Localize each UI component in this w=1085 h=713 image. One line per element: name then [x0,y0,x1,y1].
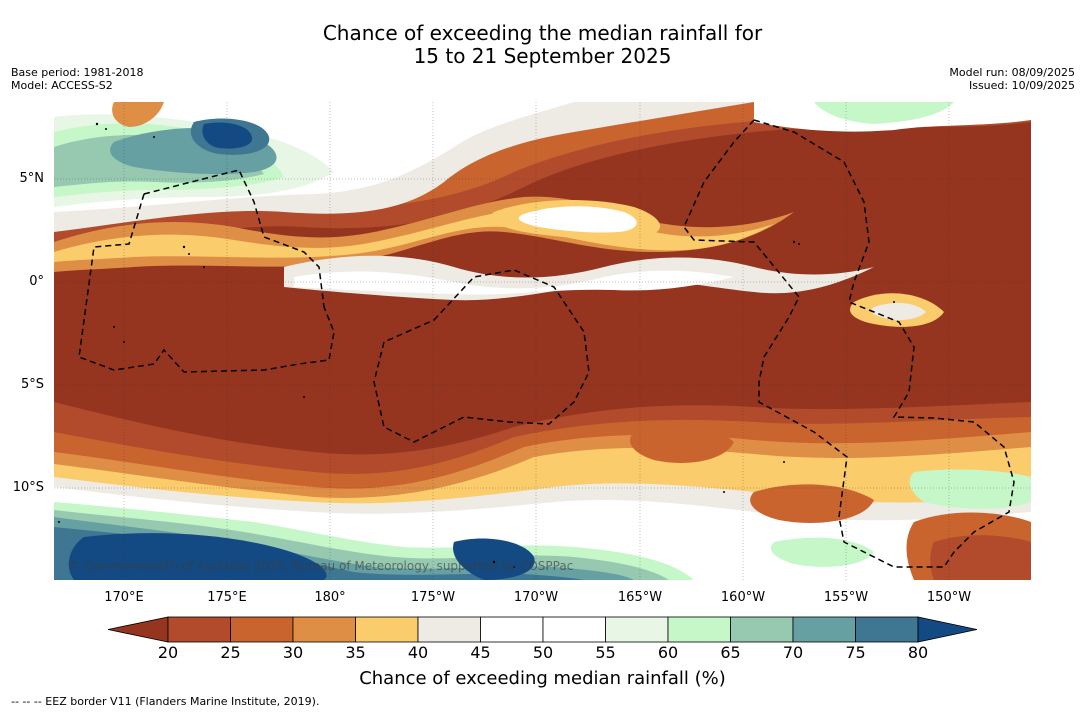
colorbar-segment [230,616,294,643]
title-line-1: Chance of exceeding the median rainfall … [322,21,763,45]
copyright-notice: © Commonwealth of Australia 2025, Bureau… [68,559,574,573]
colorbar-tick-label: 65 [720,643,741,662]
colorbar-tick-label: 35 [345,643,366,662]
issued-date: Issued: 10/09/2025 [968,79,1075,92]
colorbar-segment [542,616,606,643]
lat-label-5n: 5°N [19,171,45,186]
colorbar-segment [855,616,919,643]
colorbar-segment [292,616,356,643]
lon-label-150w: 150°W [926,590,972,605]
colorbar-tick-label: 50 [532,643,554,662]
lon-label-155w: 155°W [823,590,869,605]
base-period: Base period: 1981-2018 [11,66,144,79]
colorbar-tick-label: 40 [407,643,429,662]
colorbar-segment [667,616,731,643]
colorbar-segment [730,616,794,643]
colorbar-tick-label: 80 [907,643,929,662]
colorbar-tick-label: 75 [845,643,866,662]
eez-legend-note: -- -- -- EEZ border V11 (Flanders Marine… [11,695,320,708]
colorbar-tick-label: 20 [157,643,179,662]
colorbar-tick-label: 70 [782,643,804,662]
lon-label-165w: 165°W [617,590,663,605]
model-run-date: Model run: 08/09/2025 [949,66,1075,79]
lat-label-5s: 5°S [20,377,44,392]
colorbar-segment [792,616,856,643]
colorbar-extend-high [917,616,978,643]
lon-label-170w: 170°W [513,590,559,605]
colorbar-tick-label: 30 [282,643,304,662]
lat-label-0: 0° [29,274,44,289]
map-title: Chance of exceeding the median rainfall … [0,22,1085,68]
lon-label-175e: 175°E [207,590,247,605]
colorbar-segment [167,616,231,643]
colorbar-segment [417,616,481,643]
lon-label-180: 180° [314,590,346,605]
colorbar-tick-label: 25 [220,643,241,662]
title-line-2: 15 to 21 September 2025 [413,44,672,68]
colorbar-title: Chance of exceeding median rainfall (%) [359,668,726,689]
lat-label-10s: 10°S [12,480,44,495]
colorbar-tick-label: 55 [595,643,616,662]
map-graphic [54,102,1031,580]
lon-label-175w: 175°W [410,590,456,605]
model-run-info: Model run: 08/09/2025 Issued: 10/09/2025 [949,66,1075,92]
colorbar-segment [605,616,669,643]
colorbar-segment [480,616,544,643]
colorbar-segment [355,616,419,643]
base-period-info: Base period: 1981-2018 Model: ACCESS-S2 [11,66,143,92]
lon-label-160w: 160°W [720,590,766,605]
colorbar-extend-low [107,616,169,643]
lon-label-170e: 170°E [104,590,144,605]
rainfall-map: © Commonwealth of Australia 2025, Bureau… [54,102,1031,580]
model-name: Model: ACCESS-S2 [11,79,113,92]
colorbar-tick-label: 60 [657,643,679,662]
colorbar-tick-label: 45 [470,643,491,662]
